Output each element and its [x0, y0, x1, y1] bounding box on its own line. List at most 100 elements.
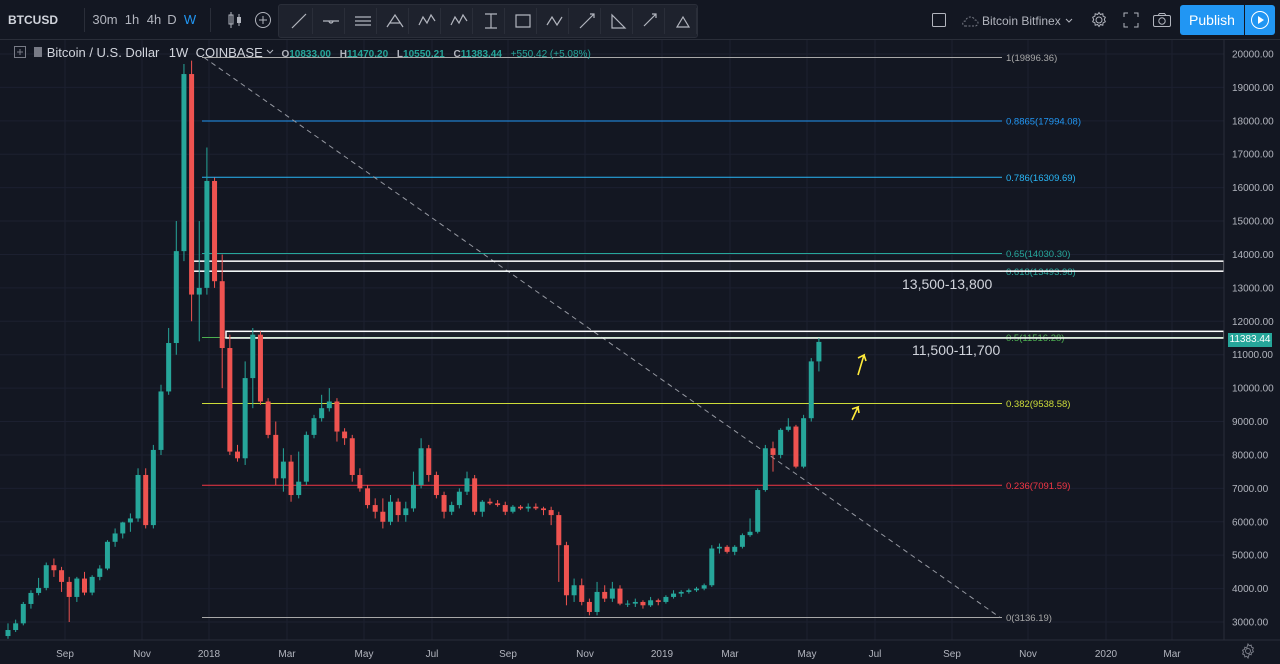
candle-body	[273, 434, 279, 479]
gear-icon[interactable]	[1088, 6, 1110, 34]
candle-body	[189, 74, 195, 295]
candle-body	[525, 506, 531, 509]
time-tick-label: Nov	[576, 649, 594, 660]
exchange-label: Bitcoin Bitfinex	[982, 14, 1061, 28]
publish-menu-button[interactable]	[1245, 5, 1275, 35]
chart-legend: Bitcoin / U.S. Dollar 1W COINBASE O10833…	[14, 45, 597, 61]
pitchfork-icon[interactable]	[381, 8, 409, 34]
candle-body	[36, 587, 42, 593]
fib-label: 0.236(7091.59)	[1006, 481, 1070, 492]
candle-body	[28, 592, 34, 604]
toolbar-divider	[210, 8, 211, 32]
chevron-down-icon[interactable]	[266, 49, 274, 55]
candle-body	[441, 495, 447, 512]
time-tick-label: Nov	[1019, 649, 1037, 660]
zone-rect	[191, 260, 1225, 272]
horizontal-ray-icon[interactable]	[317, 8, 345, 34]
checkbox-icon[interactable]	[928, 6, 950, 34]
candle-body	[518, 506, 524, 509]
fib-label: 0.65(14030.30)	[1006, 249, 1070, 260]
candle-body	[632, 601, 638, 604]
candle-body	[166, 343, 172, 392]
camera-icon[interactable]	[1150, 6, 1174, 34]
price-tick-label: 20000.00	[1232, 50, 1274, 61]
time-tick-label: Mar	[721, 649, 739, 660]
candle-body	[158, 391, 164, 450]
abcd-pattern-icon[interactable]	[541, 8, 569, 34]
candle-body	[686, 590, 692, 592]
exchange-select[interactable]: Bitcoin Bitfinex	[958, 10, 1075, 32]
candle-body	[510, 506, 516, 512]
legend-exchange: COINBASE	[195, 45, 263, 60]
interval-d[interactable]: D	[167, 12, 177, 27]
candle-style-icon[interactable]	[224, 6, 246, 34]
candle-body	[66, 581, 72, 597]
candle-body	[135, 474, 141, 519]
add-indicator-icon[interactable]	[252, 6, 274, 34]
candle-body	[747, 531, 753, 536]
candle-body	[97, 568, 103, 577]
symbol-search[interactable]: BTCUSD	[8, 13, 58, 27]
rectangle-icon[interactable]	[509, 8, 537, 34]
brush-icon[interactable]	[573, 8, 601, 34]
chart-grid	[0, 40, 1224, 640]
interval-4h[interactable]: 4h	[146, 12, 162, 27]
candle-body	[625, 603, 631, 605]
toolbar-divider	[84, 8, 85, 32]
candle-body	[716, 546, 722, 549]
legend-title[interactable]: Bitcoin / U.S. Dollar	[46, 45, 160, 60]
triangle-icon[interactable]	[605, 8, 633, 34]
fib-label: 1(19896.36)	[1006, 53, 1057, 64]
candle-body	[701, 585, 707, 589]
candle-body	[755, 490, 761, 532]
parallel-channel-icon[interactable]	[349, 8, 377, 34]
candle-body	[426, 448, 432, 475]
candle-body	[112, 533, 118, 542]
candle-body	[181, 74, 187, 252]
candle-body	[257, 334, 263, 402]
price-tick-label: 6000.00	[1232, 517, 1269, 528]
candle-body	[13, 623, 19, 631]
interval-30m[interactable]: 30m	[92, 12, 118, 27]
collapse-icon[interactable]	[14, 46, 26, 58]
candle-body	[816, 341, 822, 362]
price-tick-label: 16000.00	[1232, 183, 1274, 194]
publish-button[interactable]: Publish	[1180, 5, 1244, 35]
candle-body	[296, 481, 302, 496]
candle-body	[586, 601, 592, 612]
candle-body	[724, 546, 730, 552]
price-tick-label: 12000.00	[1232, 317, 1274, 328]
fullscreen-icon[interactable]	[1120, 6, 1142, 34]
change-value: +550.42 (+5.08%)	[510, 49, 591, 60]
time-tick-label: Sep	[56, 649, 74, 660]
high-value: 11470.20	[346, 49, 389, 60]
time-tick-label: Sep	[943, 649, 961, 660]
price-tick-label: 3000.00	[1232, 618, 1269, 629]
trend-line-icon[interactable]	[285, 8, 313, 34]
candle-body	[785, 426, 791, 430]
xabcd-pattern-icon[interactable]	[413, 8, 441, 34]
eraser-icon[interactable]	[669, 8, 697, 34]
candle-body	[801, 418, 807, 467]
arrow-icon[interactable]	[637, 8, 665, 34]
price-chart[interactable]: 1(19896.36) 0.8865(17994.08) 0.786(16309.6…	[0, 40, 1280, 664]
fib-retracement-icon[interactable]	[477, 8, 505, 34]
candle-body	[732, 546, 738, 552]
candle-body	[104, 541, 110, 569]
interval-1h[interactable]: 1h	[124, 12, 140, 27]
candle-body	[319, 408, 325, 419]
candle-body	[533, 506, 539, 509]
time-tick-label: May	[355, 649, 374, 660]
candle-body	[594, 591, 600, 612]
abcde-pattern-icon[interactable]	[445, 8, 473, 34]
interval-w[interactable]: W	[183, 12, 197, 27]
candle-body	[357, 474, 363, 489]
candle-body	[556, 515, 562, 546]
candle-body	[472, 478, 478, 512]
chevron-down-icon	[1065, 18, 1073, 23]
candle-body	[762, 448, 768, 491]
fib-label: 0(3136.19)	[1006, 613, 1052, 624]
time-tick-label: Mar	[278, 649, 296, 660]
candle-body	[59, 570, 65, 582]
gear-icon[interactable]	[1240, 643, 1256, 659]
